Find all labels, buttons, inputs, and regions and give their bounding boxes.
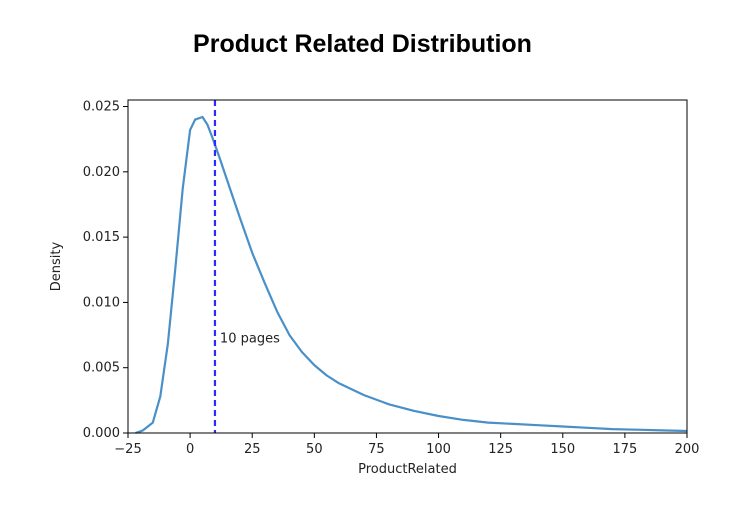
- y-tick-label: 0.015: [83, 230, 120, 245]
- x-tick-label: 0: [186, 442, 194, 457]
- x-tick-label: 25: [244, 442, 261, 457]
- y-tick-label: 0.025: [83, 100, 120, 115]
- y-tick-label: 0.005: [83, 361, 120, 376]
- density-line-0: [135, 115, 688, 435]
- x-tick-label: 200: [675, 442, 700, 457]
- x-tick-label: 125: [488, 442, 513, 457]
- x-tick-label: 100: [426, 442, 451, 457]
- y-tick-label: 0.020: [83, 165, 120, 180]
- x-tick-label: 175: [612, 442, 637, 457]
- x-tick-label: 75: [368, 442, 385, 457]
- y-axis-label: Density: [49, 241, 64, 291]
- x-tick-label: 50: [306, 442, 323, 457]
- annotation-label: 10 pages: [220, 332, 280, 347]
- y-tick-label: 0.010: [83, 295, 120, 310]
- y-tick-label: 0.000: [83, 426, 120, 441]
- x-axis-label: ProductRelated: [358, 462, 457, 477]
- chart-title: Product Related Distribution: [193, 30, 532, 58]
- x-tick-label: −25: [114, 442, 141, 457]
- x-tick-label: 150: [550, 442, 575, 457]
- plot-area: −25 0 25 50 75 100 125 150 175 200 0.000 0.005 0.010…: [83, 99, 700, 457]
- axes-frame: [127, 99, 688, 434]
